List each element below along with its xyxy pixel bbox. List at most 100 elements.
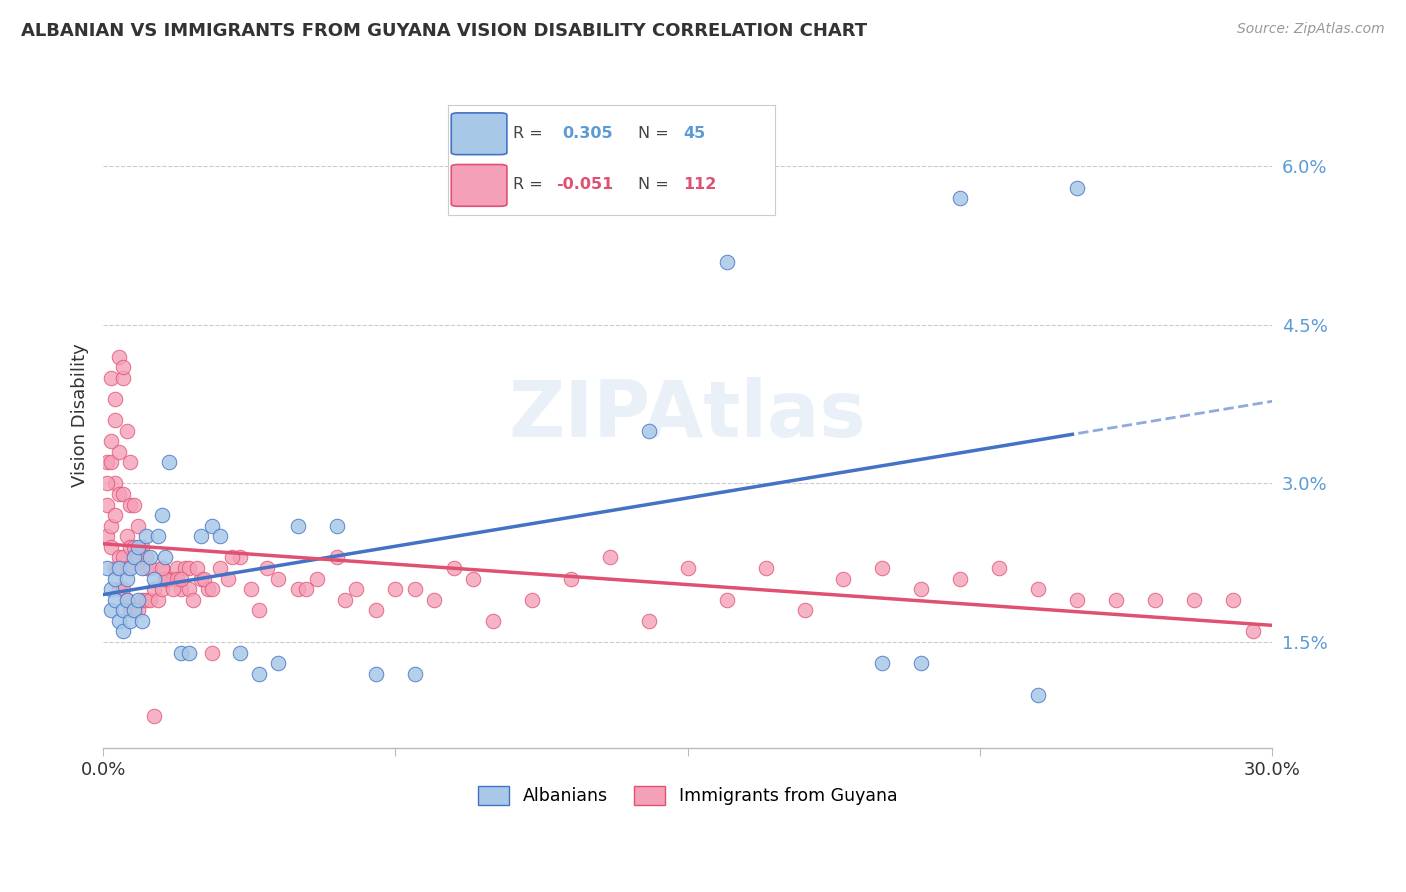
Point (181, 592, 204, 607)
Point (754, 561, 776, 575)
Point (150, 561, 173, 575)
Point (287, 582, 309, 597)
Point (100, 540, 122, 554)
Point (150, 582, 173, 597)
Text: ZIPAtlas: ZIPAtlas (509, 376, 866, 453)
Point (104, 476, 127, 491)
Point (111, 603, 134, 617)
Point (247, 603, 270, 617)
Point (988, 561, 1011, 575)
Point (793, 603, 815, 617)
Point (96, 476, 118, 491)
Point (443, 561, 465, 575)
Point (135, 561, 157, 575)
Point (124, 603, 146, 617)
Point (384, 582, 406, 597)
Point (111, 360, 134, 375)
Point (1066, 592, 1088, 607)
Point (404, 582, 426, 597)
Point (217, 572, 239, 586)
Point (201, 646, 224, 660)
Point (146, 592, 169, 607)
Point (120, 455, 142, 469)
Point (139, 592, 162, 607)
Point (135, 550, 157, 565)
Point (107, 614, 129, 628)
Point (364, 666, 387, 681)
Point (124, 550, 146, 565)
Point (177, 646, 200, 660)
Point (676, 561, 699, 575)
Point (240, 582, 263, 597)
Point (157, 572, 180, 586)
Point (139, 561, 162, 575)
Point (107, 582, 129, 597)
Point (127, 550, 149, 565)
Point (120, 603, 142, 617)
Point (100, 603, 122, 617)
Point (1241, 624, 1264, 639)
Point (120, 498, 142, 512)
Point (201, 582, 224, 597)
Point (1028, 688, 1050, 702)
Point (333, 592, 356, 607)
Point (107, 350, 129, 364)
Point (131, 561, 153, 575)
Y-axis label: Vision Disability: Vision Disability (72, 343, 89, 487)
Point (208, 529, 231, 543)
Point (131, 592, 153, 607)
Point (155, 550, 177, 565)
Point (162, 572, 184, 586)
Point (177, 582, 200, 597)
Point (423, 592, 446, 607)
Point (208, 561, 231, 575)
Point (716, 254, 738, 268)
Point (127, 603, 149, 617)
Point (120, 561, 142, 575)
Point (111, 624, 134, 639)
Point (170, 582, 193, 597)
Point (1182, 592, 1205, 607)
Point (832, 572, 855, 586)
Point (155, 572, 177, 586)
Point (201, 518, 224, 533)
Point (637, 614, 659, 628)
Point (364, 603, 387, 617)
Point (637, 424, 659, 438)
Point (100, 434, 122, 449)
Point (127, 540, 149, 554)
Point (100, 582, 122, 597)
Point (166, 561, 188, 575)
Point (326, 550, 349, 565)
Point (96, 561, 118, 575)
Point (124, 498, 146, 512)
Point (228, 550, 250, 565)
Point (256, 561, 278, 575)
Point (115, 424, 138, 438)
Point (190, 572, 212, 586)
Point (716, 592, 738, 607)
Point (111, 550, 134, 565)
Point (481, 614, 503, 628)
Point (135, 529, 157, 543)
Point (463, 572, 485, 586)
Point (142, 572, 165, 586)
Point (307, 572, 329, 586)
Point (104, 392, 127, 406)
Point (344, 582, 367, 597)
Point (111, 582, 134, 597)
Point (124, 603, 146, 617)
Point (111, 371, 134, 385)
Point (104, 508, 127, 523)
Point (131, 540, 153, 554)
Point (267, 572, 290, 586)
Point (127, 592, 149, 607)
Point (139, 550, 162, 565)
Point (124, 540, 146, 554)
Point (107, 444, 129, 458)
Point (221, 550, 243, 565)
Point (150, 508, 173, 523)
Point (170, 572, 193, 586)
Point (267, 656, 290, 670)
Point (120, 540, 142, 554)
